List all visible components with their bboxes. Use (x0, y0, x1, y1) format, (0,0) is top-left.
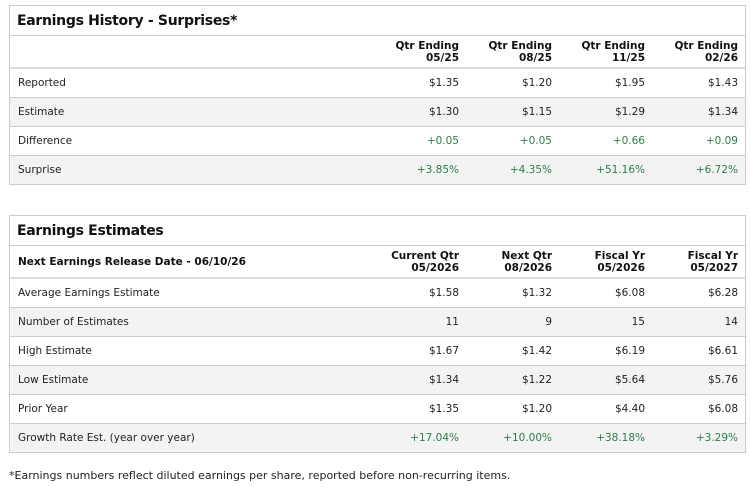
cell-value: $1.95 (559, 68, 652, 98)
cell-value: $5.64 (559, 365, 652, 395)
table-row: Growth Rate Est. (year over year) +17.04%… (10, 423, 745, 452)
column-header-line: 05/2027 (690, 261, 738, 274)
table-row: Low Estimate $1.34 $1.22 $5.64 $5.76 (10, 365, 745, 395)
cell-value: $1.29 (559, 97, 652, 127)
cell-value: 14 (652, 307, 745, 337)
cell-value: $1.15 (466, 97, 559, 127)
cell-value: $1.35 (373, 394, 466, 424)
row-label: Difference (10, 126, 373, 156)
column-header-line: 05/2026 (597, 261, 645, 274)
column-header-line: 08/2026 (504, 261, 552, 274)
table-row: High Estimate $1.67 $1.42 $6.19 $6.61 (10, 336, 745, 366)
column-header-line: Fiscal Yr (687, 249, 738, 262)
next-release-date: Next Earnings Release Date - 06/10/26 (10, 246, 373, 279)
cell-value: 11 (373, 307, 466, 337)
cell-value: +0.09 (652, 126, 745, 156)
column-header: Fiscal Yr 05/2026 (559, 246, 652, 279)
earnings-history-panel: Earnings History - Surprises* Qtr Ending… (9, 5, 746, 185)
cell-value: $6.28 (652, 278, 745, 308)
table-row: Estimate $1.30 $1.15 $1.29 $1.34 (10, 97, 745, 127)
column-header-line: Qtr Ending (581, 39, 645, 52)
cell-value: +51.16% (559, 155, 652, 184)
row-label: Reported (10, 68, 373, 98)
cell-value: $5.76 (652, 365, 745, 395)
row-label: Estimate (10, 97, 373, 127)
row-label: Number of Estimates (10, 307, 373, 337)
cell-value: $1.67 (373, 336, 466, 366)
cell-value: $1.34 (652, 97, 745, 127)
row-label: Prior Year (10, 394, 373, 424)
column-header-line: Qtr Ending (395, 39, 459, 52)
table-row: Prior Year $1.35 $1.20 $4.40 $6.08 (10, 394, 745, 424)
cell-value: $4.40 (559, 394, 652, 424)
column-header-line: Current Qtr (391, 249, 459, 262)
cell-value: $6.19 (559, 336, 652, 366)
cell-value: $1.30 (373, 97, 466, 127)
column-header-line: 05/25 (425, 51, 459, 64)
column-header: Fiscal Yr 05/2027 (652, 246, 745, 279)
cell-value: +3.85% (373, 155, 466, 184)
table-row: Reported $1.35 $1.20 $1.95 $1.43 (10, 68, 745, 98)
cell-value: $1.35 (373, 68, 466, 98)
cell-value: +0.66 (559, 126, 652, 156)
cell-value: $1.43 (652, 68, 745, 98)
table-header-row: Qtr Ending 05/25 Qtr Ending 08/25 Qtr Ending… (10, 36, 745, 69)
row-label: Surprise (10, 155, 373, 184)
cell-value: 15 (559, 307, 652, 337)
cell-value: +3.29% (652, 423, 745, 452)
cell-value: $1.20 (466, 394, 559, 424)
earnings-history-table: Qtr Ending 05/25 Qtr Ending 08/25 Qtr Ending… (10, 36, 745, 184)
row-label: High Estimate (10, 336, 373, 366)
cell-value: $1.32 (466, 278, 559, 308)
footnote: *Earnings numbers reflect diluted earnin… (9, 469, 511, 482)
earnings-estimates-title: Earnings Estimates (10, 216, 745, 246)
column-header: Current Qtr 05/2026 (373, 246, 466, 279)
cell-value: +0.05 (373, 126, 466, 156)
row-label: Low Estimate (10, 365, 373, 395)
column-header-line: Next Qtr (501, 249, 552, 262)
cell-value: $1.58 (373, 278, 466, 308)
column-header-line: 05/2026 (411, 261, 459, 274)
column-header-line: 08/25 (518, 51, 552, 64)
cell-value: +38.18% (559, 423, 652, 452)
cell-value: $1.22 (466, 365, 559, 395)
cell-value: $6.61 (652, 336, 745, 366)
cell-value: +0.05 (466, 126, 559, 156)
table-row: Difference +0.05 +0.05 +0.66 +0.09 (10, 126, 745, 156)
column-header: Next Qtr 08/2026 (466, 246, 559, 279)
column-header-line: Qtr Ending (488, 39, 552, 52)
column-header: Qtr Ending 02/26 (652, 36, 745, 69)
column-header: Qtr Ending 08/25 (466, 36, 559, 69)
column-header: Qtr Ending 05/25 (373, 36, 466, 69)
table-header-row: Next Earnings Release Date - 06/10/26 Cur… (10, 246, 745, 279)
cell-value: $1.34 (373, 365, 466, 395)
row-label: Growth Rate Est. (year over year) (10, 423, 373, 452)
table-row: Number of Estimates 11 9 15 14 (10, 307, 745, 337)
cell-value: +4.35% (466, 155, 559, 184)
row-label: Average Earnings Estimate (10, 278, 373, 308)
column-header-line: Fiscal Yr (594, 249, 645, 262)
earnings-estimates-table: Next Earnings Release Date - 06/10/26 Cur… (10, 246, 745, 452)
cell-value: 9 (466, 307, 559, 337)
table-row: Average Earnings Estimate $1.58 $1.32 $6.08… (10, 278, 745, 308)
column-header: Qtr Ending 11/25 (559, 36, 652, 69)
cell-value: +10.00% (466, 423, 559, 452)
cell-value: $1.20 (466, 68, 559, 98)
cell-value: +6.72% (652, 155, 745, 184)
earnings-history-title: Earnings History - Surprises* (10, 6, 745, 36)
cell-value: $1.42 (466, 336, 559, 366)
earnings-estimates-panel: Earnings Estimates Next Earnings Release… (9, 215, 746, 453)
table-row: Surprise +3.85% +4.35% +51.16% +6.72% (10, 155, 745, 184)
column-header-line: 02/26 (704, 51, 738, 64)
column-header-line: Qtr Ending (674, 39, 738, 52)
cell-value: $6.08 (559, 278, 652, 308)
cell-value: $6.08 (652, 394, 745, 424)
cell-value: +17.04% (373, 423, 466, 452)
header-blank (10, 36, 373, 69)
column-header-line: 11/25 (611, 51, 645, 64)
